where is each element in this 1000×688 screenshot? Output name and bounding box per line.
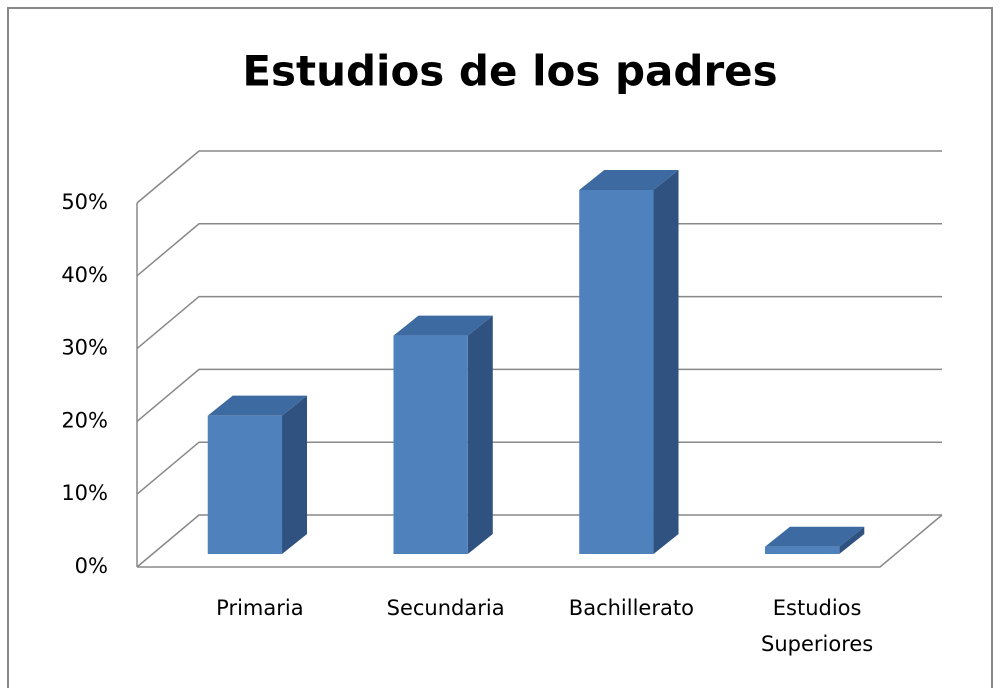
grid-line bbox=[136, 368, 942, 422]
bar bbox=[764, 546, 840, 554]
bar-top bbox=[207, 395, 308, 416]
grid-line bbox=[136, 295, 942, 350]
grid-line bbox=[136, 150, 942, 204]
bar-top bbox=[579, 170, 679, 190]
y-tick-label: 10% bbox=[61, 481, 108, 505]
floor bbox=[137, 514, 943, 568]
x-tick-label: Bachillerato bbox=[568, 596, 694, 620]
bar-top bbox=[393, 315, 493, 336]
bar bbox=[579, 190, 654, 554]
y-tick-label: 40% bbox=[61, 263, 108, 287]
x-tick-label: Secundaria bbox=[386, 596, 505, 620]
bar bbox=[207, 415, 283, 554]
grid-line bbox=[136, 514, 942, 568]
x-tick-label: Estudios Superiores bbox=[761, 596, 874, 656]
chart-frame bbox=[7, 7, 993, 688]
bar-side bbox=[467, 315, 493, 554]
bar bbox=[393, 335, 468, 554]
grid-line bbox=[136, 441, 942, 495]
y-tick-label: 30% bbox=[61, 336, 108, 360]
y-tick-label: 50% bbox=[61, 190, 108, 214]
bar-top bbox=[764, 526, 865, 547]
y-tick-label: 20% bbox=[61, 408, 108, 432]
y-tick-label: 0% bbox=[75, 554, 108, 578]
bar-side bbox=[282, 395, 308, 554]
bar-side bbox=[653, 170, 679, 554]
chart-title: Estudios de los padres bbox=[242, 47, 777, 96]
x-tick-label: Primaria bbox=[216, 596, 304, 620]
bar-side bbox=[839, 526, 865, 554]
grid-line bbox=[136, 223, 942, 277]
